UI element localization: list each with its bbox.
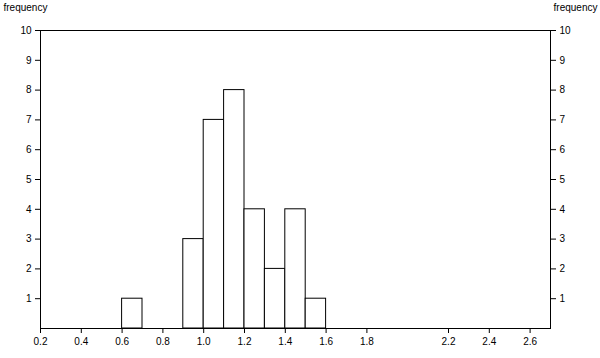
svg-text:5: 5 [560, 174, 566, 185]
svg-text:1: 1 [560, 293, 566, 304]
svg-text:frequency: frequency [554, 2, 598, 13]
svg-text:7: 7 [560, 114, 566, 125]
svg-text:0.2: 0.2 [34, 336, 48, 347]
svg-text:6: 6 [560, 144, 566, 155]
svg-text:4: 4 [560, 204, 566, 215]
svg-text:3: 3 [26, 233, 32, 244]
svg-text:1.0: 1.0 [197, 336, 211, 347]
svg-text:2: 2 [26, 263, 32, 274]
svg-text:8: 8 [560, 84, 566, 95]
svg-text:4: 4 [26, 204, 32, 215]
svg-text:0.6: 0.6 [115, 336, 129, 347]
svg-text:2: 2 [560, 263, 566, 274]
svg-text:1.4: 1.4 [278, 336, 292, 347]
svg-text:2.4: 2.4 [482, 336, 496, 347]
svg-text:1.8: 1.8 [360, 336, 374, 347]
svg-text:10: 10 [560, 25, 572, 36]
svg-text:9: 9 [560, 55, 566, 66]
svg-text:3: 3 [560, 233, 566, 244]
svg-text:2.2: 2.2 [442, 336, 456, 347]
svg-text:5: 5 [26, 174, 32, 185]
svg-text:frequency: frequency [4, 2, 48, 13]
svg-text:1: 1 [26, 293, 32, 304]
svg-text:0.8: 0.8 [156, 336, 170, 347]
svg-text:10: 10 [20, 25, 32, 36]
svg-text:7: 7 [26, 114, 32, 125]
svg-text:2.6: 2.6 [523, 336, 537, 347]
svg-text:0.4: 0.4 [74, 336, 88, 347]
svg-text:6: 6 [26, 144, 32, 155]
svg-text:1.6: 1.6 [319, 336, 333, 347]
svg-text:8: 8 [26, 84, 32, 95]
svg-text:1.2: 1.2 [238, 336, 252, 347]
svg-text:9: 9 [26, 55, 32, 66]
